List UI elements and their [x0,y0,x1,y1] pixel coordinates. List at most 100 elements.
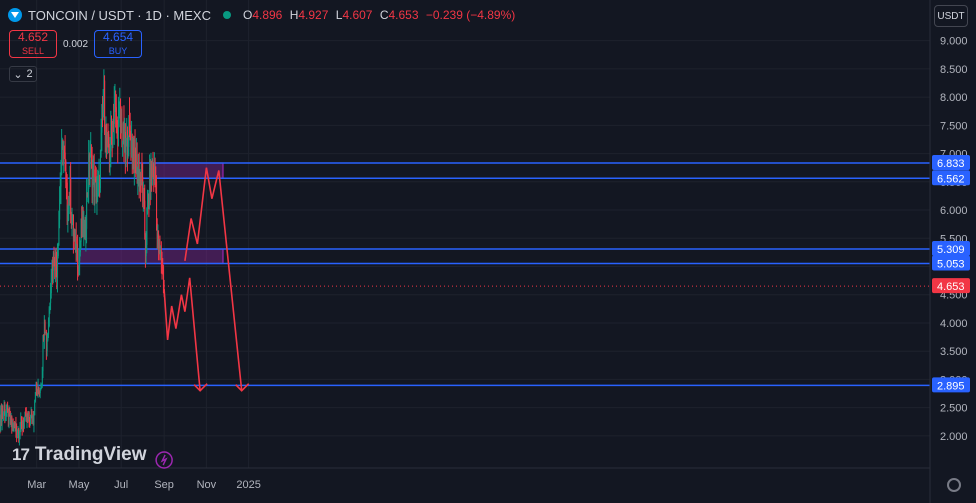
event-lightning-icon[interactable] [155,451,173,469]
candle [126,126,129,172]
candle-body [144,200,146,235]
symbol-title[interactable]: TONCOIN / USDT · 1D · MEXC [28,7,211,23]
candle-body [113,104,115,124]
settings-gear-icon[interactable] [947,478,961,492]
candle-body [12,422,14,426]
candle [59,186,61,229]
projection-path-a[interactable] [163,277,201,391]
candle [68,191,70,206]
arrowhead-icon [193,383,208,392]
time-axis[interactable] [0,468,930,503]
candle [126,117,128,147]
candle-body [126,130,128,141]
candle-body [100,151,102,188]
candle-body [94,178,96,197]
candle-body [19,430,21,436]
y-tick-label: 8.000 [940,92,968,104]
candle-body [95,178,97,183]
candle [56,243,59,293]
candle [101,96,104,128]
candle-body [12,422,14,429]
candle [155,166,157,194]
candle [99,149,102,193]
candle-body [143,191,145,201]
candle [62,139,64,166]
candle [80,218,82,250]
candle-body [128,116,130,147]
x-tick-label: Jul [114,479,128,491]
indicators-toggle-button[interactable]: ⌄ 2 [9,66,37,82]
candle [83,219,86,240]
candle [18,430,20,446]
candle-body [148,198,150,203]
candle-body [25,413,27,415]
close-value: 4.653 [388,8,419,22]
candle-body [75,236,77,238]
tradingview-logo: 17 TradingView [12,444,147,466]
candle [45,329,47,360]
y-tick-label: 8.500 [940,64,968,76]
candle [111,121,113,158]
tradingview-logo-icon: 17 [12,445,30,464]
candle [55,247,57,278]
candle-body [64,150,66,153]
candle-body [56,265,58,278]
candle-body [73,214,75,238]
sell-button[interactable]: 4.652 SELL [9,30,57,58]
candle-body [5,413,7,415]
candle [97,170,99,197]
candle [161,251,163,280]
candle [51,259,53,282]
candle [137,166,139,196]
candle [127,135,129,159]
candle-body [108,134,110,153]
candle-body [37,389,38,394]
candle-body [120,123,122,125]
candle [74,228,76,250]
candle-body [37,386,39,394]
candle [9,407,11,417]
candle [108,143,111,173]
candle-body [112,119,114,145]
candle-body [70,178,72,216]
candle [70,162,72,224]
candle-body [122,123,124,141]
candle-body [124,131,126,151]
candle [17,425,19,439]
level-price-tag [932,155,970,171]
candle [73,228,75,242]
candle [153,152,156,186]
candle-body [102,114,104,116]
candle-body [157,234,159,239]
candle [82,206,84,238]
y-tick-label: 7.500 [940,120,968,132]
candle [56,251,58,290]
candle-body [146,213,148,246]
candle-body [66,182,68,222]
candle-body [26,414,27,422]
candle-body [93,169,95,197]
candle-body [82,210,84,237]
candle-body [1,412,3,422]
candle [41,366,43,388]
buy-button[interactable]: 4.654 BUY [94,30,143,58]
y-tick-label: 9.000 [940,36,968,48]
candle-body [105,134,107,144]
projection-path-b[interactable] [184,167,243,391]
candle-body [76,249,78,261]
candle-body [96,192,98,203]
candles-group [0,69,165,446]
candle [12,418,14,432]
candle [95,167,97,204]
candle [27,410,29,422]
candle [132,137,134,170]
candle [25,407,27,423]
candle-body [79,252,81,261]
candle-body [107,133,108,145]
candle [23,417,25,433]
open-label: O [242,8,253,22]
candle-body [29,419,31,424]
currency-select-button[interactable]: USDT [934,5,968,27]
candle-body [104,80,106,132]
